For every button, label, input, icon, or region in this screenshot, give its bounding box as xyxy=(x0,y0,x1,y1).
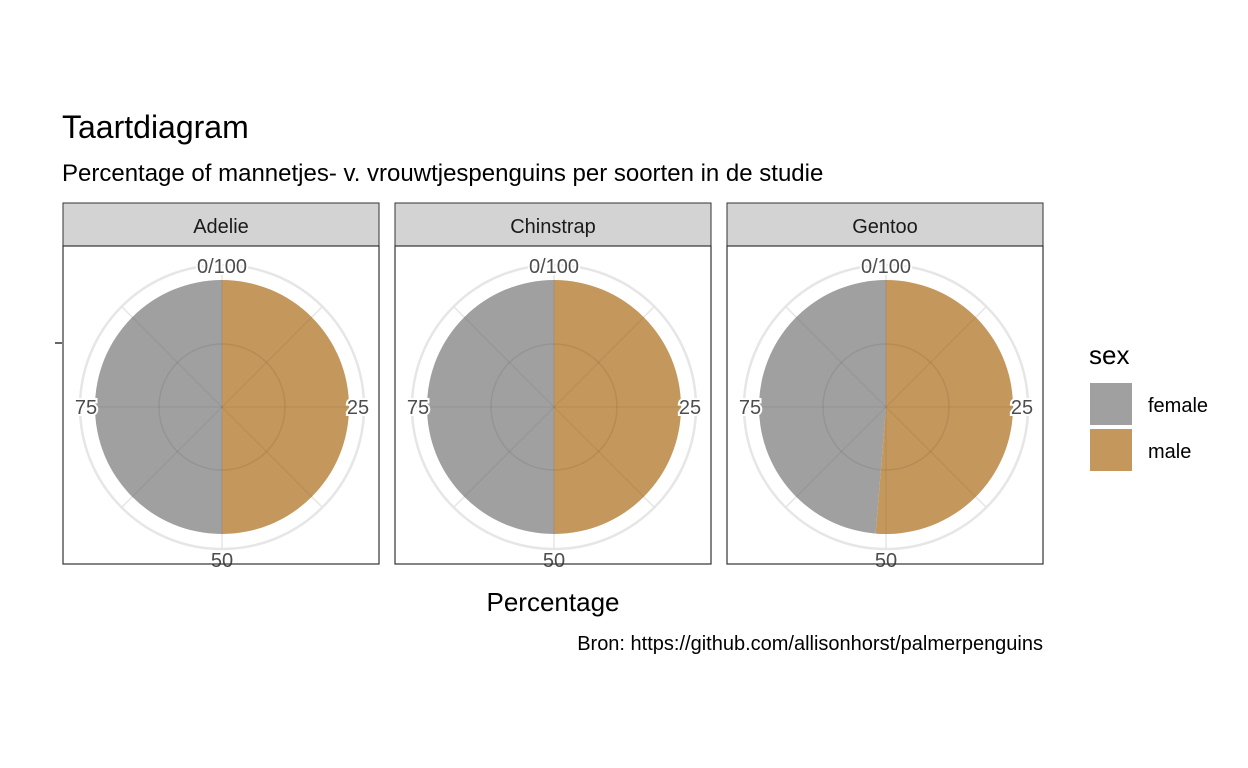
grid-spoke-inner xyxy=(553,406,645,498)
x-axis-label: Percentage xyxy=(487,587,620,617)
legend-label-male: male xyxy=(1148,441,1191,463)
theta-tick-label: 50 xyxy=(211,550,233,572)
facet-panels: Adelie0/100255075Chinstrap0/100255075Gen… xyxy=(55,202,1044,574)
grid-ring-inner xyxy=(490,343,618,471)
theta-tick-label: 75 xyxy=(739,397,761,419)
grid-spoke-inner xyxy=(553,316,645,408)
panel-border xyxy=(726,245,1044,565)
facet-panel-adelie: Adelie 0/100 25 50 75 xyxy=(62,202,380,574)
pie-slice-female xyxy=(427,280,554,534)
grid-spoke-inner xyxy=(131,406,223,498)
pie-slice-female xyxy=(758,280,886,534)
panel-border xyxy=(394,245,712,565)
grid-spoke-inner xyxy=(795,406,887,498)
facet-strip-label: Chinstrap xyxy=(510,216,596,238)
theta-tick-label: 0/100 xyxy=(861,256,911,278)
grid-spoke-inner xyxy=(131,316,223,408)
grid-ring-inner xyxy=(822,343,950,471)
theta-tick-label: 50 xyxy=(875,550,897,572)
grid-spoke-inner xyxy=(221,316,313,408)
grid-spoke-inner xyxy=(463,316,555,408)
theta-tick-label: 25 xyxy=(679,397,701,419)
grid-spoke-inner xyxy=(885,406,977,498)
facet-strip-label: Gentoo xyxy=(852,216,918,238)
facet-panel-gentoo: Gentoo 0/100 25 50 75 xyxy=(726,202,1044,574)
legend-key-male xyxy=(1090,429,1132,471)
theta-tick-label: 75 xyxy=(407,397,429,419)
facet-strip xyxy=(62,202,380,247)
chart-title: Taartdiagram xyxy=(62,109,249,145)
chart-caption: Bron: https://github.com/allisonhorst/pa… xyxy=(577,633,1043,655)
theta-tick-label: 25 xyxy=(1011,397,1033,419)
grid-spoke-inner xyxy=(463,406,555,498)
grid-spoke-inner xyxy=(885,316,977,408)
facet-panel-chinstrap: Chinstrap 0/100 25 50 75 xyxy=(394,202,712,574)
facet-strip xyxy=(394,202,712,247)
theta-tick-label: 0/100 xyxy=(197,256,247,278)
facet-strip xyxy=(726,202,1044,247)
theta-tick-label: 25 xyxy=(347,397,369,419)
theta-tick-label: 50 xyxy=(543,550,565,572)
pie-slice-male xyxy=(222,280,349,534)
grid-spoke-inner xyxy=(795,316,887,408)
pie-slice-male xyxy=(554,280,681,534)
pie-slice-female xyxy=(95,280,222,534)
grid-ring-inner xyxy=(158,343,286,471)
grid-spoke-inner xyxy=(221,406,313,498)
legend-title: sex xyxy=(1089,340,1129,370)
chart-subtitle: Percentage of mannetjes- v. vrouwtjespen… xyxy=(62,160,823,187)
theta-tick-label: 75 xyxy=(75,397,97,419)
theta-tick-label: 0/100 xyxy=(529,256,579,278)
legend-label-female: female xyxy=(1148,395,1208,417)
legend-key-female xyxy=(1090,383,1132,425)
panel-border xyxy=(62,245,380,565)
legend: sex female male xyxy=(1089,340,1208,471)
facet-strip-label: Adelie xyxy=(193,216,249,238)
pie-slice-male xyxy=(875,280,1013,534)
